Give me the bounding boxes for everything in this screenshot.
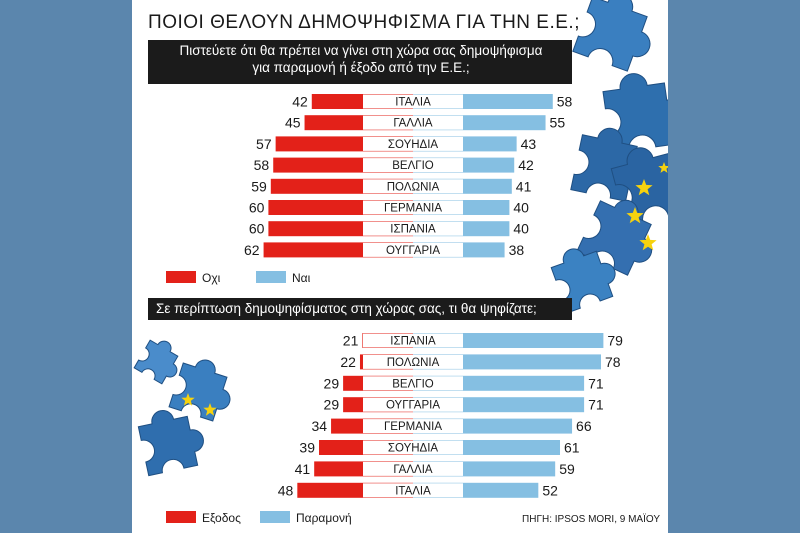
chart2-question: Σε περίπτωση δημοψηφίσματος στη χώρας σα… (148, 298, 572, 320)
category-label-1-5: ΣΟΥΗΔΙΑ (388, 443, 439, 455)
value-label-1-7-left: 48 (278, 482, 294, 498)
value-label-1-7-right: 52 (542, 482, 558, 498)
label-box-0-2 (363, 136, 463, 151)
label-box-1-5 (363, 440, 463, 455)
category-label-0-1: ΓΑΛΛΙΑ (393, 118, 433, 130)
eu-star-icon (635, 179, 653, 196)
value-label-0-0-right: 58 (557, 94, 573, 110)
infographic-card: ΙΤΑΛΙΑ 42 58 ΓΑΛΛΙΑ 45 55 ΣΟΥΗΔΙΑ 57 43 ΒΕΛΓΙΟ 58 4… (132, 0, 668, 533)
label-box-0-7 (363, 242, 463, 257)
eu-star-icon (639, 234, 657, 251)
puzzle-piece (137, 410, 204, 477)
label-box-1-6 (363, 461, 463, 476)
label-box-0-1 (363, 115, 463, 130)
category-label-1-2: ΒΕΛΓΙΟ (392, 378, 434, 390)
legend-label-0-1: Ναι (292, 271, 311, 285)
legend-swatch-1-1 (260, 511, 290, 523)
value-label-0-4-right: 41 (516, 178, 532, 194)
value-label-0-7-left: 62 (244, 242, 260, 258)
value-label-1-0-left: 21 (343, 333, 359, 349)
value-label-1-0-right: 79 (607, 333, 623, 349)
puzzle-piece (168, 359, 231, 422)
value-label-0-3-left: 58 (254, 157, 270, 173)
puzzle-piece (572, 0, 651, 72)
value-label-1-2-right: 71 (588, 375, 604, 391)
eu-star-icon (626, 207, 644, 224)
label-box-1-7 (363, 483, 463, 498)
puzzle-piece (133, 339, 179, 385)
value-label-0-3-right: 42 (518, 157, 534, 173)
legend-swatch-0-0 (166, 271, 196, 283)
label-box-0-3 (363, 158, 463, 173)
category-label-0-6: ΙΣΠΑΝΙΑ (390, 224, 436, 236)
source-note: ΠΗΓΗ: IPSOS MORI, 9 ΜΑΪΟΥ (522, 514, 660, 525)
value-label-1-6-right: 59 (559, 461, 575, 477)
value-label-0-5-left: 60 (249, 200, 265, 216)
value-label-0-5-right: 40 (513, 200, 529, 216)
puzzle-piece (602, 73, 668, 154)
category-label-1-1: ΠΟΛΩΝΙΑ (387, 357, 440, 369)
label-box-1-1 (363, 354, 463, 369)
value-label-0-0-left: 42 (292, 94, 308, 110)
puzzle-piece (550, 248, 616, 314)
legend-label-0-0: Οχι (202, 271, 221, 285)
eu-star-icon (203, 403, 217, 416)
category-label-0-4: ΠΟΛΩΝΙΑ (387, 181, 440, 193)
value-label-0-6-right: 40 (513, 221, 529, 237)
eu-star-icon (181, 393, 195, 406)
value-label-1-2-left: 29 (324, 375, 340, 391)
category-label-0-5: ΓΕΡΜΑΝΙΑ (384, 203, 442, 215)
value-label-1-1-right: 78 (605, 354, 621, 370)
category-label-0-3: ΒΕΛΓΙΟ (392, 160, 434, 172)
value-label-1-4-left: 34 (311, 418, 327, 434)
value-label-0-7-right: 38 (509, 242, 525, 258)
page-title: ΠΟΙΟΙ ΘΕΛΟΥΝ ΔΗΜΟΨΗΦΙΣΜΑ ΓΙΑ ΤΗΝ Ε.Ε.; (148, 12, 580, 33)
value-label-0-1-right: 55 (550, 115, 566, 131)
label-box-0-4 (363, 179, 463, 194)
legend-label-1-0: Εξοδος (202, 511, 241, 525)
chart1-question: Πιστεύετε ότι θα πρέπει να γίνει στη χώρ… (148, 40, 572, 84)
value-label-0-6-left: 60 (249, 221, 265, 237)
category-label-1-7: ΙΤΑΛΙΑ (395, 485, 431, 497)
value-label-0-4-left: 59 (251, 178, 267, 194)
category-label-0-2: ΣΟΥΗΔΙΑ (388, 139, 439, 151)
eu-star-icon (658, 162, 668, 173)
value-label-0-2-right: 43 (521, 136, 537, 152)
chart1-question-line1: Πιστεύετε ότι θα πρέπει να γίνει στη χώρ… (179, 43, 543, 58)
label-box-1-0 (363, 333, 463, 348)
legend-swatch-0-1 (256, 271, 286, 283)
value-label-1-3-right: 71 (588, 397, 604, 413)
category-label-1-3: ΟΥΓΓΑΡΙΑ (386, 400, 440, 412)
value-label-1-1-left: 22 (340, 354, 356, 370)
category-label-1-0: ΙΣΠΑΝΙΑ (390, 336, 436, 348)
category-label-1-6: ΓΑΛΛΙΑ (393, 464, 433, 476)
value-label-1-4-right: 66 (576, 418, 592, 434)
value-label-1-5-right: 61 (564, 440, 580, 456)
value-label-0-2-left: 57 (256, 136, 272, 152)
label-box-1-2 (363, 376, 463, 391)
chart-canvas: ΙΤΑΛΙΑ 42 58 ΓΑΛΛΙΑ 45 55 ΣΟΥΗΔΙΑ 57 43 ΒΕΛΓΙΟ 58 4… (133, 0, 668, 525)
value-label-1-6-left: 41 (295, 461, 311, 477)
label-box-1-4 (363, 419, 463, 434)
label-box-0-0 (363, 94, 463, 109)
category-label-0-7: ΟΥΓΓΑΡΙΑ (386, 245, 440, 257)
label-box-1-3 (363, 397, 463, 412)
category-label-1-4: ΓΕΡΜΑΝΙΑ (384, 421, 442, 433)
value-label-0-1-left: 45 (285, 115, 301, 131)
label-box-0-5 (363, 200, 463, 215)
chart1-question-line2: για παραμονή ή έξοδο από την Ε.Ε.; (252, 60, 470, 75)
legend-label-1-1: Παραμονή (296, 511, 352, 525)
value-label-1-3-left: 29 (324, 397, 340, 413)
legend-swatch-1-0 (166, 511, 196, 523)
label-box-0-6 (363, 221, 463, 236)
category-label-0-0: ΙΤΑΛΙΑ (395, 97, 431, 109)
value-label-1-5-left: 39 (299, 440, 315, 456)
